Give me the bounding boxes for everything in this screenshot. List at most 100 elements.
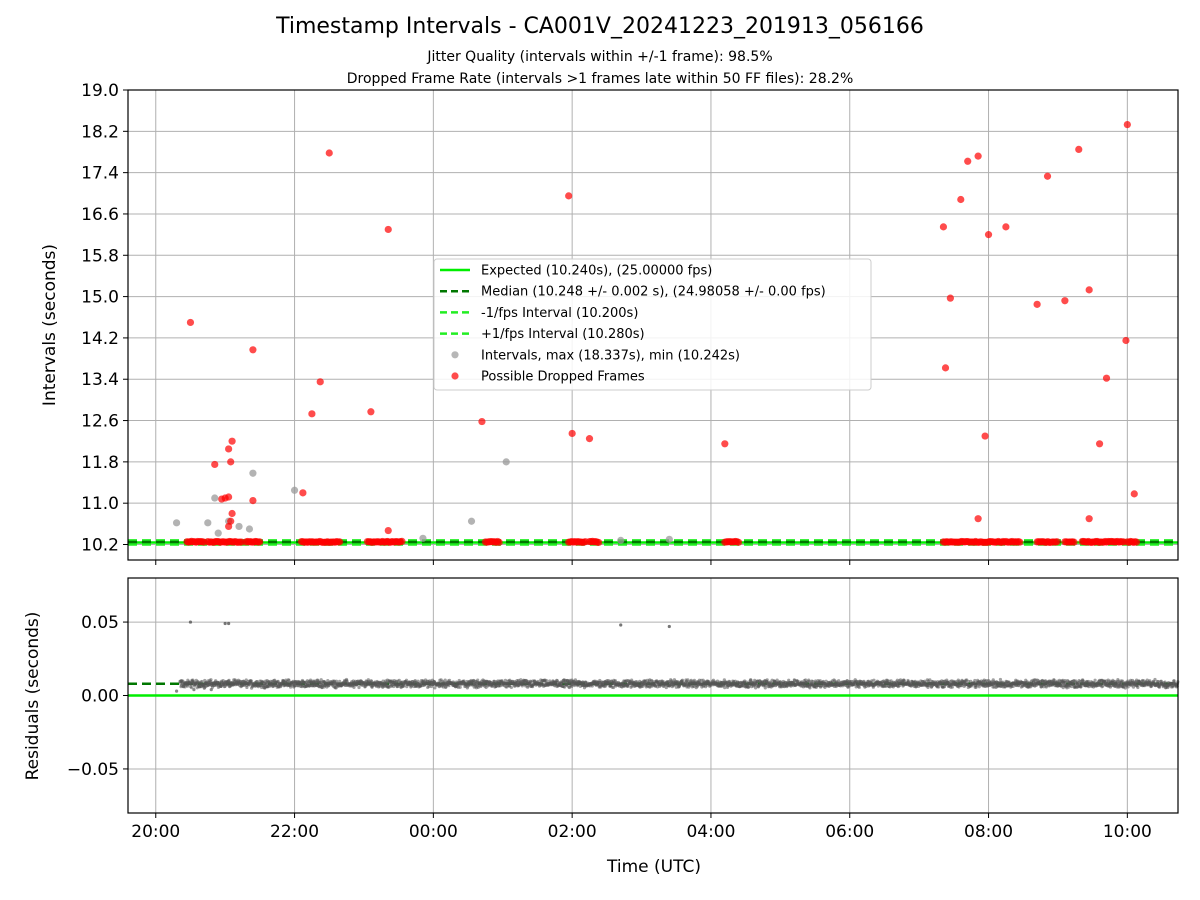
residual-point: [973, 678, 977, 683]
residual-point: [765, 678, 769, 682]
intervals-y-tick-label: 14.2: [81, 329, 119, 349]
dropped-frame-point: [1033, 300, 1041, 308]
legend-label: +1/fps Interval (10.280s): [481, 327, 645, 342]
dropped-frame-point: [568, 429, 576, 438]
residual-point: [1172, 679, 1176, 683]
dropped-frame-point: [228, 437, 236, 445]
legend-item: Expected (10.240s), (25.00000 fps): [440, 264, 712, 279]
residual-point: [174, 689, 179, 693]
legend-box: [433, 258, 872, 391]
interval-point: [214, 529, 222, 537]
legend-item: Intervals, max (18.337s), min (10.242s): [451, 348, 740, 363]
residual-point: [545, 679, 549, 683]
jitter-quality-subtitle: Jitter Quality (intervals within +/-1 fr…: [427, 49, 773, 65]
dropped-frame-point: [478, 417, 486, 426]
residuals-y-axis-label: Residuals (seconds): [23, 612, 43, 781]
dropped-frame-point: [1053, 538, 1061, 546]
dropped-frame-point: [384, 225, 392, 234]
dropped-frame-point: [249, 346, 257, 354]
dropped-frame-point: [1043, 172, 1052, 180]
residual-point: [1079, 685, 1083, 689]
intervals-y-tick-label: 15.0: [81, 288, 119, 308]
interval-point: [665, 535, 673, 543]
residual-outlier-point: [619, 623, 623, 627]
intervals-y-tick-label: 11.8: [81, 453, 119, 473]
intervals-y-tick-label: 10.2: [81, 536, 119, 556]
residual-point: [998, 677, 1003, 682]
dropped-frame-point: [228, 509, 236, 518]
dropped-frame-point: [384, 526, 392, 535]
dropped-frame-point: [1130, 490, 1138, 498]
residual-point: [723, 686, 727, 690]
legend-item: Possible Dropped Frames: [451, 370, 645, 385]
legend-item: Median (10.248 +/- 0.002 s), (24.98058 +…: [440, 285, 826, 300]
residual-point: [937, 685, 941, 689]
residual-point: [200, 679, 204, 684]
dropped-frame-point: [495, 538, 503, 546]
dropped-frame-point: [939, 223, 948, 231]
dropped-frame-point: [225, 445, 233, 453]
dropped-frame-point: [734, 538, 743, 546]
interval-point: [249, 469, 257, 477]
dropped-frame-point: [941, 364, 950, 372]
dropped-frame-point: [565, 192, 573, 200]
dropped-frame-point: [1102, 374, 1111, 382]
dropped-frame-point: [585, 435, 594, 443]
dropped-frame-point: [974, 152, 982, 160]
x-tick-label: 06:00: [825, 822, 874, 842]
residual-point: [357, 685, 361, 690]
residual-point: [181, 679, 185, 683]
dropped-frame-rate-subtitle: Dropped Frame Rate (intervals >1 frames …: [346, 71, 854, 87]
dropped-frame-point: [964, 157, 972, 165]
chart-title: Timestamp Intervals - CA001V_20241223_20…: [276, 14, 924, 39]
residual-point: [338, 679, 342, 683]
legend-dropped-marker: [451, 372, 459, 380]
residual-point: [190, 686, 194, 690]
residual-point: [209, 688, 213, 692]
dropped-frame-point: [186, 318, 195, 327]
x-tick-label: 00:00: [409, 822, 458, 842]
legend-item: -1/fps Interval (10.200s): [440, 306, 638, 321]
intervals-y-tick-label: 17.4: [81, 164, 119, 184]
legend: Expected (10.240s), (25.00000 fps) Median…: [433, 258, 872, 391]
dropped-frame-point: [1085, 515, 1093, 523]
intervals-x-ticks: [155, 560, 1128, 565]
legend-label: Median (10.248 +/- 0.002 s), (24.98058 +…: [481, 285, 826, 300]
intervals-points: [172, 121, 1141, 547]
residual-point: [319, 678, 323, 682]
residual-point: [404, 678, 409, 682]
residual-point: [458, 685, 462, 689]
intervals-y-tick-label: 11.0: [81, 494, 119, 514]
dropped-frame-point: [1002, 223, 1010, 231]
dropped-frame-point: [1095, 440, 1104, 448]
intervals-y-tick-label: 13.4: [81, 370, 119, 390]
dropped-frame-point: [946, 294, 954, 302]
legend-label: Possible Dropped Frames: [481, 370, 645, 385]
residual-point: [192, 688, 196, 692]
residual-point: [562, 685, 567, 689]
residual-point: [928, 678, 932, 682]
residual-point: [433, 686, 437, 690]
residual-outlier-point: [223, 621, 227, 626]
residual-point: [1044, 685, 1048, 689]
x-tick-label: 08:00: [964, 822, 1013, 842]
residuals-y-tick-label: 0.05: [81, 613, 119, 633]
residual-outlier-point: [667, 624, 671, 629]
residual-point: [509, 685, 513, 690]
legend-item: +1/fps Interval (10.280s): [440, 327, 645, 342]
dropped-frame-point: [367, 408, 375, 416]
residual-point: [803, 678, 808, 682]
x-tick-label: 22:00: [270, 822, 319, 842]
dropped-frame-point: [1070, 538, 1078, 546]
residual-point: [857, 685, 861, 689]
residual-point: [984, 679, 988, 683]
x-tick-label: 04:00: [686, 822, 735, 842]
residual-point: [754, 686, 758, 690]
residuals-points: [174, 620, 1180, 693]
x-axis-label: Time (UTC): [606, 857, 701, 877]
x-tick-label: 02:00: [548, 822, 597, 842]
residual-point: [974, 685, 978, 689]
dropped-frame-point: [398, 537, 406, 546]
residuals-panel: 0.05 0.00 −0.05 20:00 22:00 00:00 02:00 04:00 0…: [23, 577, 1180, 877]
residual-point: [1153, 677, 1157, 682]
